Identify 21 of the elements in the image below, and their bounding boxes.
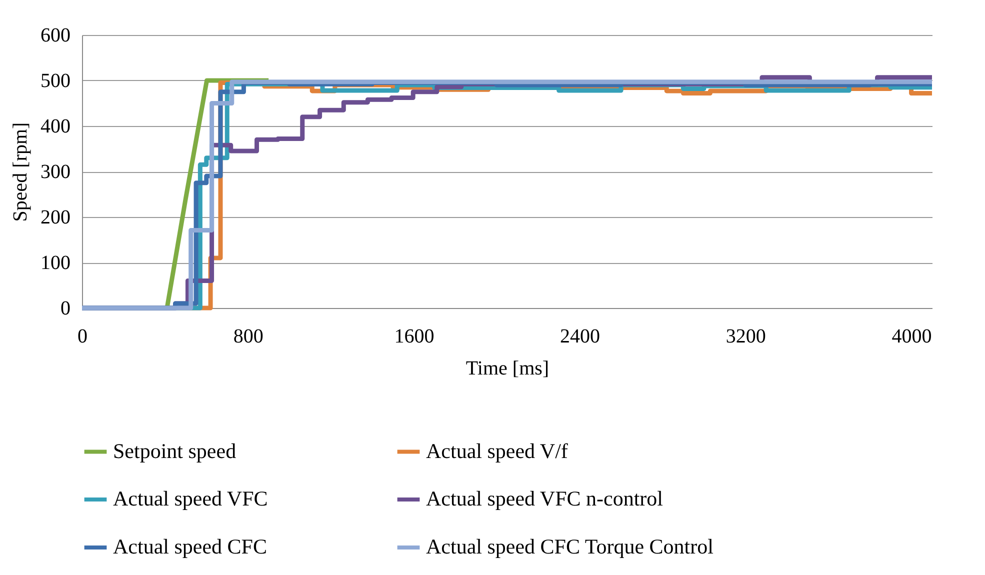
x-tick-label: 800 bbox=[233, 326, 264, 348]
legend-label: Setpoint speed bbox=[113, 438, 237, 463]
legend-label: Actual speed VFC n-control bbox=[426, 486, 664, 510]
legend-label: Actual speed CFC Torque Control bbox=[426, 534, 714, 558]
x-tick-label: 3200 bbox=[726, 326, 766, 348]
y-tick-label: 0 bbox=[60, 298, 70, 320]
x-tick-label: 0 bbox=[78, 326, 88, 348]
x-tick-label: 4000 bbox=[892, 326, 932, 348]
x-tick-label: 2400 bbox=[560, 326, 600, 348]
legend-label: Actual speed CFC bbox=[113, 534, 267, 558]
legend-label: Actual speed VFC bbox=[113, 486, 268, 510]
y-tick-label: 300 bbox=[40, 161, 70, 183]
y-tick-label: 500 bbox=[40, 70, 70, 92]
y-tick-label: 100 bbox=[40, 252, 70, 274]
legend-label: Actual speed V/f bbox=[426, 438, 568, 463]
y-tick-label: 200 bbox=[40, 206, 70, 228]
y-tick-label: 600 bbox=[40, 24, 70, 46]
x-tick-label: 1600 bbox=[394, 326, 434, 348]
y-axis-title: Speed [rpm] bbox=[10, 122, 32, 222]
x-axis-title: Time [ms] bbox=[466, 358, 550, 380]
y-tick-label: 400 bbox=[40, 116, 70, 138]
